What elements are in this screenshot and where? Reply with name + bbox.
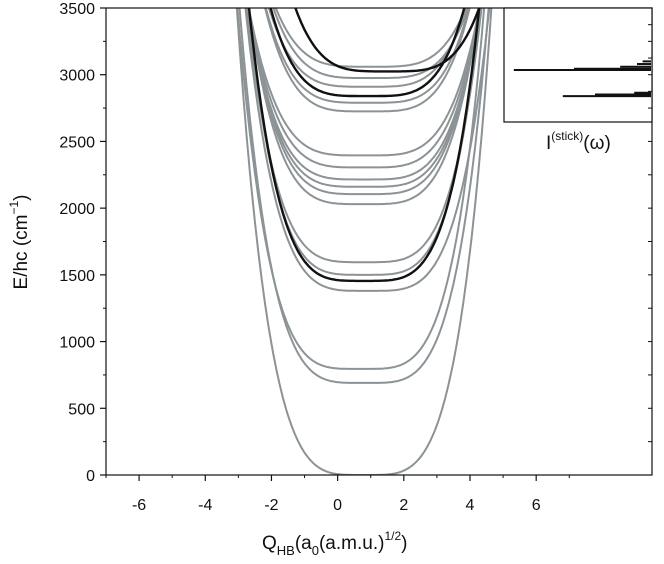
inset: I(stick)(ω) [503, 7, 653, 154]
series-curve-10 [247, 8, 481, 188]
x-tick-label: 0 [333, 497, 342, 514]
series-curve-20 [274, 8, 467, 68]
y-axis: 0 500 1000 1500 2000 2500 3000 3500 [59, 1, 106, 485]
y-tick-label: 0 [86, 468, 95, 485]
series-curve-4 [244, 8, 491, 292]
x-tick-label: 4 [466, 497, 475, 514]
series-curve-5 [247, 8, 481, 283]
series-curve-17 [267, 8, 468, 88]
y-tick-label: 500 [68, 401, 95, 418]
series-curve-7 [245, 8, 483, 264]
series-curve-9 [247, 8, 481, 196]
y-tick-label: 3000 [59, 68, 95, 85]
series-curve-15 [264, 8, 470, 104]
curves-group [235, 8, 493, 475]
series-curve-3 [236, 8, 486, 370]
x-tick-label: 6 [532, 497, 541, 514]
y-tick-label: 1500 [59, 268, 95, 285]
x-axis: -6 -4 -2 0 2 4 6 [105, 475, 570, 514]
inset-frame [503, 7, 653, 123]
series-curve-11 [247, 8, 482, 181]
series-curve-8 [247, 8, 481, 206]
y-axis-label: E/hc (cm−1) [7, 195, 32, 290]
series-curve-19 [294, 8, 481, 73]
y-tick-label: 2000 [59, 201, 95, 218]
series-curve-13 [247, 8, 481, 157]
y-tick-label: 2500 [59, 134, 95, 151]
x-tick-label: -4 [198, 497, 212, 514]
y-tick-label: 1000 [59, 335, 95, 352]
inset-label: I(stick)(ω) [546, 129, 611, 154]
x-tick-label: -6 [132, 497, 146, 514]
x-axis-label: QHB(a0(a.m.u.)1/2) [262, 529, 407, 558]
x-tick-label: -2 [264, 497, 278, 514]
series-curve-12 [247, 8, 481, 169]
x-tick-label: 2 [399, 497, 408, 514]
y-tick-label: 3500 [59, 1, 95, 18]
series-curve-14 [264, 8, 471, 113]
inset-ticks [648, 7, 652, 109]
inset-sticks [513, 60, 651, 98]
series-curve-1 [235, 8, 493, 475]
